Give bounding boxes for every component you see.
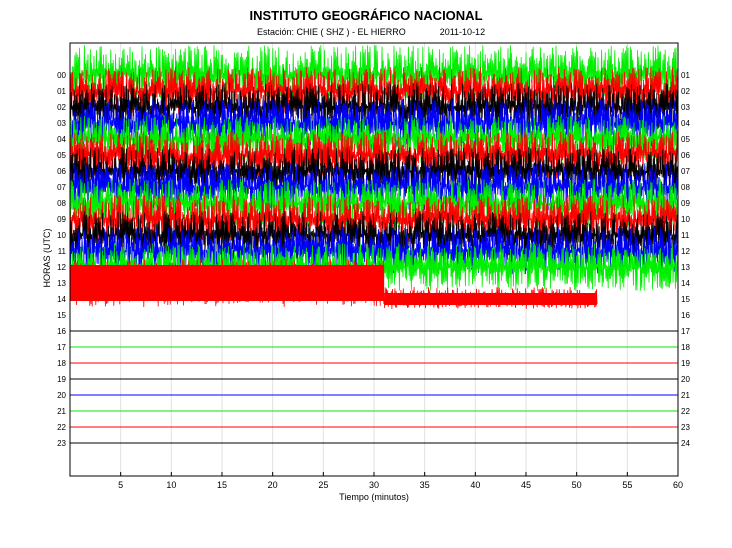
left-hour-label: 04 — [57, 135, 66, 144]
left-hour-label: 14 — [57, 295, 66, 304]
trace-hour-2 — [69, 82, 679, 132]
right-hour-label: 16 — [681, 311, 690, 320]
x-tick-label: 40 — [470, 480, 480, 490]
right-hour-label: 07 — [681, 167, 690, 176]
x-tick-label: 60 — [673, 480, 683, 490]
x-tick-label: 30 — [369, 480, 379, 490]
trace-hour-5 — [69, 130, 679, 179]
trace-hour-13-fill — [70, 265, 385, 301]
y-axis-label: HORAS (UTC) — [42, 229, 52, 288]
right-hour-label: 21 — [681, 391, 690, 400]
left-hour-label: 03 — [57, 119, 66, 128]
right-hour-label: 02 — [681, 87, 690, 96]
axes: 00 01 02 03 04 05 06 07 08 09 10 11 12 13 14 15 16 17 18 19… — [57, 71, 690, 490]
left-hour-label: 16 — [57, 327, 66, 336]
left-hour-label: 07 — [57, 183, 66, 192]
right-hour-label: 12 — [681, 247, 690, 256]
right-hour-label: 08 — [681, 183, 690, 192]
trace-hour-8 — [69, 179, 679, 228]
right-hour-label: 15 — [681, 295, 690, 304]
right-hour-label: 14 — [681, 279, 690, 288]
right-hour-label: 18 — [681, 343, 690, 352]
trace-hour-1 — [69, 66, 679, 116]
right-hour-label: 09 — [681, 199, 690, 208]
x-tick-label: 20 — [268, 480, 278, 490]
left-hour-label: 09 — [57, 215, 66, 224]
right-hour-label: 22 — [681, 407, 690, 416]
left-hour-label: 02 — [57, 103, 66, 112]
trace-hour-14-fill — [384, 293, 597, 305]
left-hour-label: 15 — [57, 311, 66, 320]
right-hour-label: 01 — [681, 71, 690, 80]
left-hour-label: 20 — [57, 391, 66, 400]
left-hour-label: 17 — [57, 343, 66, 352]
left-hour-label: 13 — [57, 279, 66, 288]
chart-subtitle: Estación: CHIE ( SHZ ) - EL HIERRO 2011-1… — [257, 27, 485, 37]
right-hour-label: 11 — [681, 231, 690, 240]
recording-date: 2011-10-12 — [439, 27, 486, 37]
left-hour-label: 19 — [57, 375, 66, 384]
left-hour-label: 05 — [57, 151, 66, 160]
x-tick-label: 50 — [572, 480, 582, 490]
left-hour-label: 01 — [57, 87, 66, 96]
station-label: Estación: CHIE ( SHZ ) - EL HIERRO — [257, 27, 406, 37]
x-tick-label: 15 — [217, 480, 227, 490]
x-tick-label: 45 — [521, 480, 531, 490]
x-tick-label: 25 — [318, 480, 328, 490]
left-hour-label: 18 — [57, 359, 66, 368]
right-hour-label: 17 — [681, 327, 690, 336]
right-hour-label: 06 — [681, 151, 690, 160]
right-hour-label: 23 — [681, 423, 690, 432]
left-hour-label: 06 — [57, 167, 66, 176]
right-hour-label: 24 — [681, 439, 690, 448]
x-tick-label: 55 — [622, 480, 632, 490]
left-hour-label: 11 — [58, 247, 67, 256]
left-hour-label: 08 — [57, 199, 66, 208]
right-hour-label: 19 — [681, 359, 690, 368]
left-hour-label: 23 — [57, 439, 66, 448]
chart-title: INSTITUTO GEOGRÁFICO NACIONAL — [249, 8, 483, 23]
x-tick-label: 10 — [166, 480, 176, 490]
left-hour-label: 10 — [57, 231, 66, 240]
plot-frame — [69, 42, 679, 477]
right-hour-label: 04 — [681, 119, 690, 128]
left-hour-label: 21 — [57, 407, 66, 416]
left-hour-label: 22 — [57, 423, 66, 432]
left-hour-label: 00 — [57, 71, 66, 80]
right-hour-label: 03 — [681, 103, 690, 112]
x-tick-label: 35 — [420, 480, 430, 490]
right-hour-label: 13 — [681, 263, 690, 272]
x-tick-label: 5 — [118, 480, 123, 490]
right-hour-label: 20 — [681, 375, 690, 384]
left-hour-label: 12 — [57, 263, 66, 272]
right-hour-label: 10 — [681, 215, 690, 224]
x-axis-label: Tiempo (minutos) — [339, 492, 409, 502]
waveform-traces — [69, 45, 679, 310]
flat-traces — [70, 330, 678, 444]
right-hour-label: 05 — [681, 135, 690, 144]
